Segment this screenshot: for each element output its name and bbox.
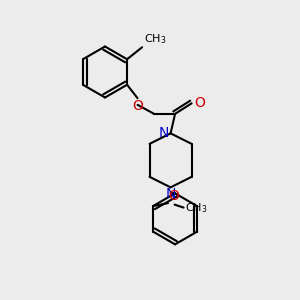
Text: CH$_3$: CH$_3$ [144,32,166,46]
Text: CH$_3$: CH$_3$ [185,201,208,214]
Text: O: O [194,96,205,110]
Text: O: O [169,188,179,203]
Text: O: O [132,99,143,113]
Text: N: N [165,187,176,201]
Text: N: N [159,126,169,140]
